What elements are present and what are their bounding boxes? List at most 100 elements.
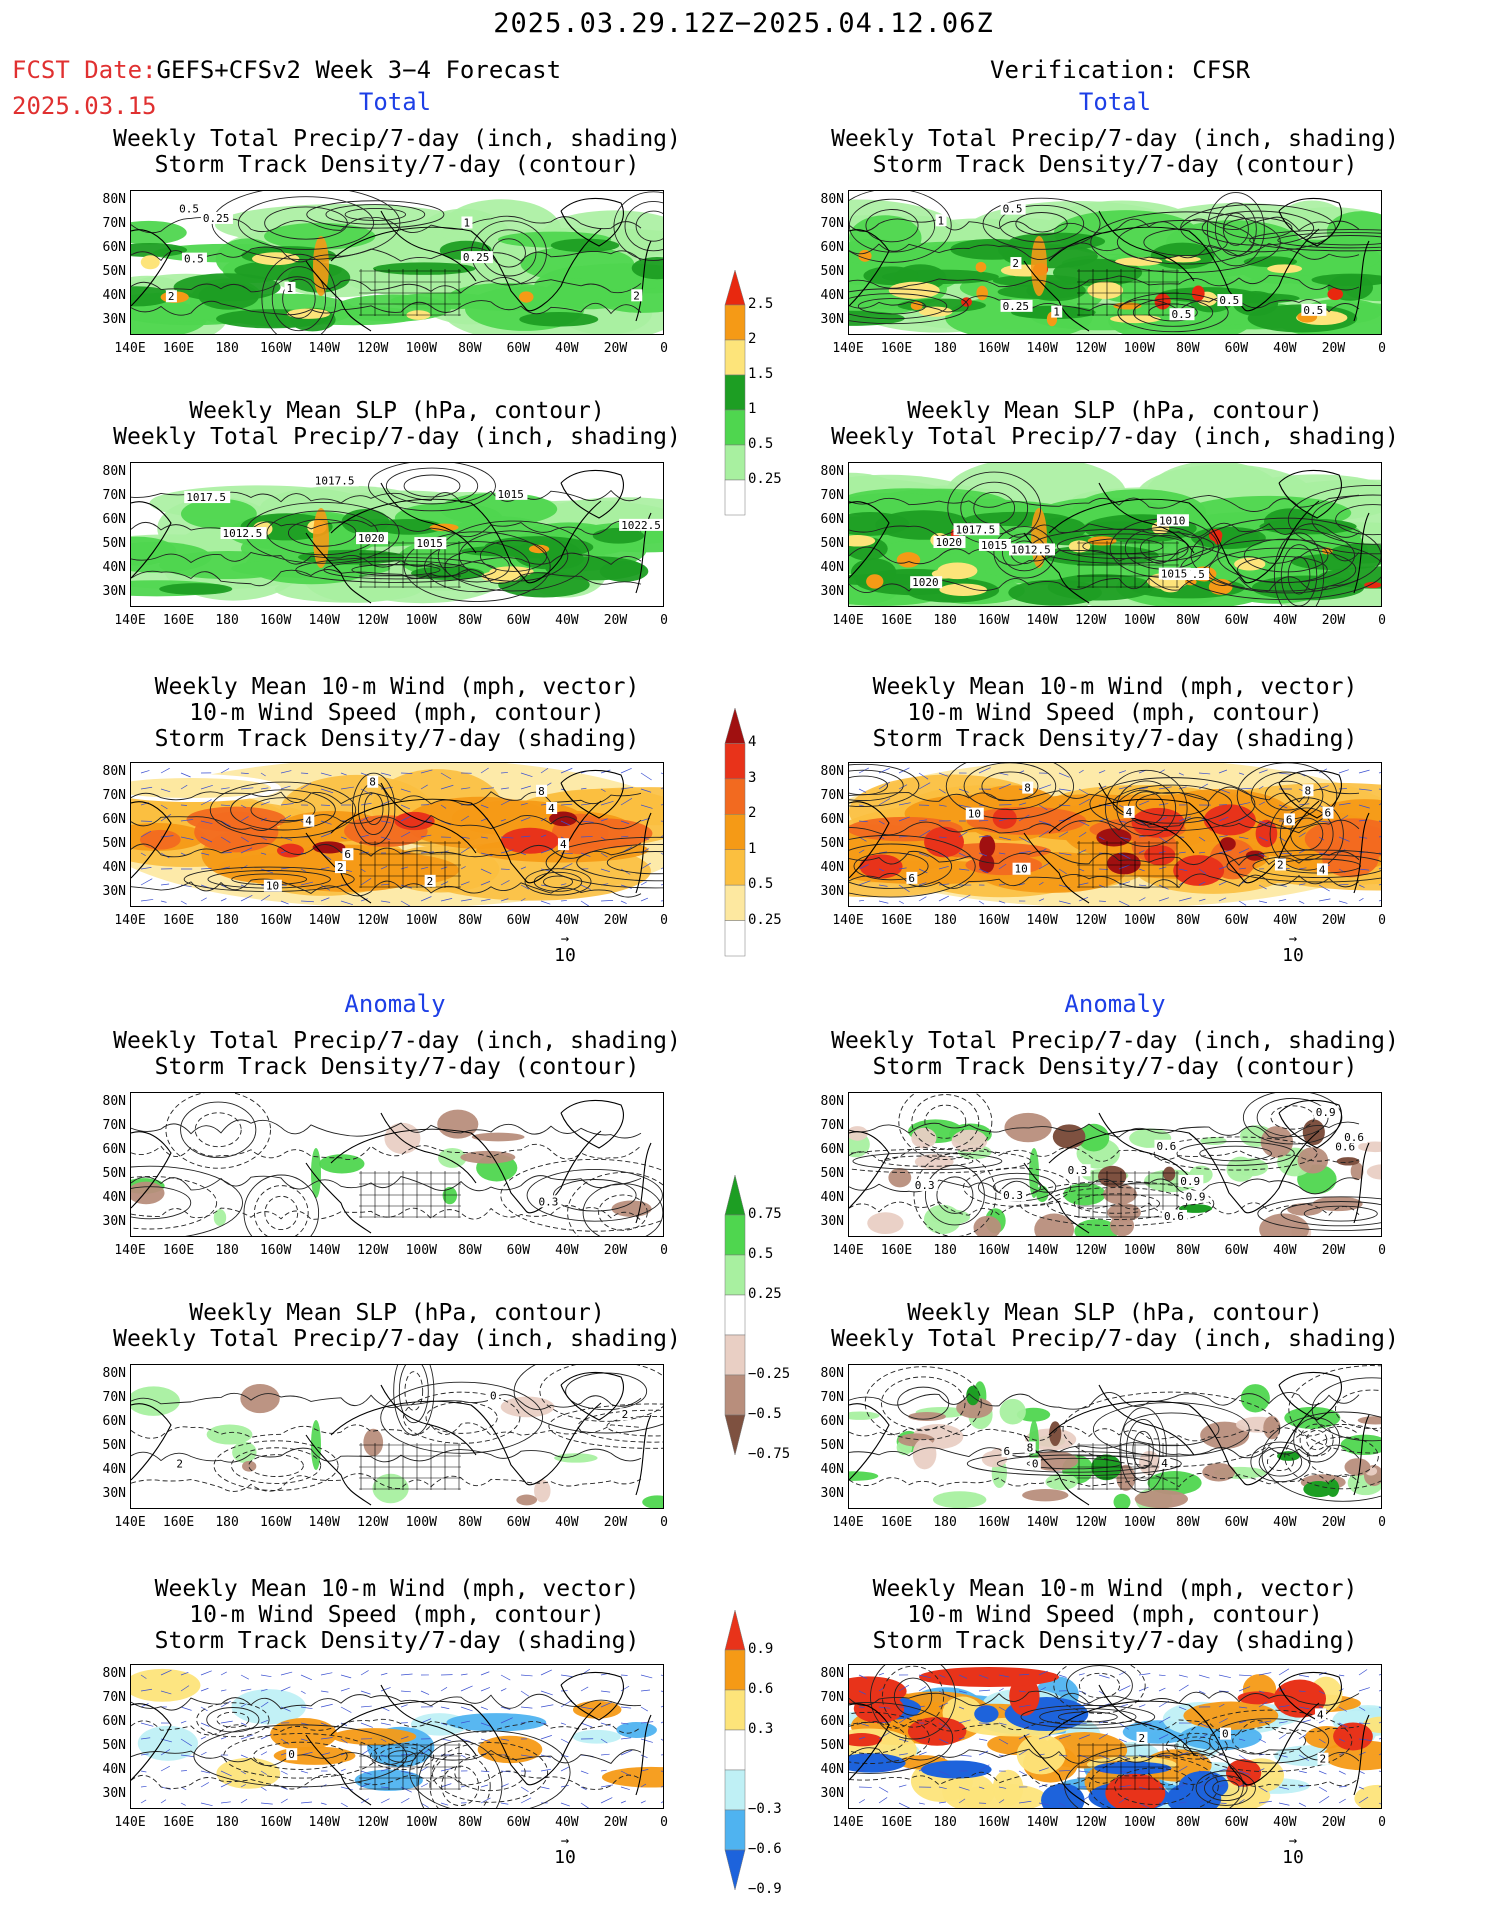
contour-label: 0.3 — [539, 1195, 559, 1208]
contour-label: 8 — [538, 785, 545, 798]
colorbar-label: 2 — [748, 331, 757, 347]
colorbar-swatch — [724, 814, 746, 850]
contour-label: 4 — [1319, 863, 1326, 876]
lon-tick-label: 60W — [506, 341, 531, 356]
contour-label: 0 — [1222, 1728, 1229, 1741]
lon-tick-label: 0 — [1378, 341, 1386, 356]
lon-tick-label: 180 — [215, 613, 239, 628]
lon-tick-label: 140W — [308, 1243, 340, 1258]
colorbar-swatch — [724, 1809, 746, 1851]
lat-tick-label: 50N — [820, 264, 844, 279]
lon-tick-label: 100W — [405, 1515, 437, 1530]
panel-title-r6-c1-line1: Weekly Mean 10-m Wind (mph, vector) — [154, 1576, 640, 1602]
map-canvas: 1017.5 1015 1022.5 1020 1015 1012.5 1017.5 — [131, 463, 663, 604]
lon-tick-label: 80W — [1176, 613, 1200, 628]
lon-tick-label: 80W — [458, 1815, 482, 1830]
date-range-title: 2025.03.29.12Z−2025.04.12.06Z — [493, 8, 994, 39]
colorbar-precip-total — [724, 270, 746, 516]
lon-tick-label: 160W — [259, 341, 292, 356]
lon-tick-label: 140E — [832, 1515, 864, 1530]
colorbar-label: 1 — [748, 840, 757, 857]
lon-tick-label: 100W — [1123, 1815, 1155, 1830]
contour-label: 0 — [490, 1390, 497, 1403]
map-panel-r1-c2: 1 0.5 0.25 0.5 0.5 1 2 0.5 — [848, 190, 1382, 335]
panel-title-r6-c2-line3: Storm Track Density/7-day (shading) — [872, 1628, 1358, 1654]
fcst-date-value: 2025.03.15 — [12, 92, 157, 120]
colorbar-swatch — [724, 270, 746, 306]
contour-label: 1010 — [1159, 514, 1186, 527]
colorbar-swatch — [724, 884, 746, 921]
lat-tick-label: 30N — [102, 1486, 126, 1501]
lon-tick-label: 160E — [880, 1815, 913, 1830]
lat-tick-label: 60N — [820, 812, 844, 827]
lon-tick-label: 160E — [880, 1243, 913, 1258]
lon-tick-label: 40W — [1273, 913, 1297, 928]
map-panel-r6-c2: 2 4 2 0 — [848, 1664, 1382, 1809]
lon-tick-label: 40W — [1273, 1515, 1297, 1530]
panel-title-r1-c1-line2: Storm Track Density/7-day (contour) — [154, 152, 640, 178]
panel-title-r2-c1-line1: Weekly Mean SLP (hPa, contour) — [189, 398, 605, 424]
contour-label: 10 — [1015, 863, 1028, 876]
lon-tick-label: 60W — [506, 1243, 531, 1258]
lat-tick-label: 30N — [102, 312, 126, 327]
lon-tick-label: 180 — [933, 1515, 957, 1530]
lon-tick-label: 80W — [458, 613, 482, 628]
lat-tick-label: 40N — [102, 1762, 126, 1777]
lon-tick-label: 140W — [308, 913, 340, 928]
lon-tick-label: 40W — [1273, 1243, 1297, 1258]
lon-tick-label: 40W — [555, 1815, 579, 1830]
lon-tick-label: 80W — [1176, 1815, 1200, 1830]
contour-label: 1017.5 — [956, 523, 996, 536]
lat-tick-label: 30N — [820, 312, 844, 327]
panel-title-r3-c2-line1: Weekly Mean 10-m Wind (mph, vector) — [872, 674, 1358, 700]
lon-tick-label: 120W — [357, 613, 389, 628]
colorbar-swatch — [724, 778, 746, 815]
vector-reference-value: 10 — [554, 1847, 576, 1868]
colorbar-swatch — [724, 1849, 746, 1891]
lon-tick-label: 140W — [308, 1515, 340, 1530]
lat-tick-label: 60N — [820, 1414, 844, 1429]
contour-label: 1015 — [497, 488, 524, 501]
fcst-date-label: FCST Date:GEFS+CFSv2 Week 3−4 Forecast — [12, 56, 562, 84]
lon-tick-label: 160W — [977, 1515, 1010, 1530]
contour-label: 2 — [176, 1458, 183, 1471]
lon-tick-label: 60W — [506, 613, 531, 628]
lat-tick-label: 30N — [820, 584, 844, 599]
lon-tick-label: 20W — [1321, 913, 1346, 928]
lat-tick-label: 40N — [102, 288, 126, 303]
lon-tick-label: 140E — [114, 613, 146, 628]
lat-tick-label: 50N — [820, 1438, 844, 1453]
contour-label: 0 — [288, 1748, 295, 1761]
contour-label: 8 — [1027, 1441, 1034, 1454]
colorbar-swatch — [724, 1294, 746, 1336]
map-panel-r3-c2: 2 6 4 4 6 8 6 10 8 10 — [848, 762, 1382, 907]
lat-tick-label: 40N — [102, 560, 126, 575]
lon-tick-label: 160W — [259, 1815, 292, 1830]
vector-reference-value: 10 — [1282, 1847, 1304, 1868]
lon-tick-label: 100W — [405, 1243, 437, 1258]
lon-tick-label: 140W — [1026, 1815, 1058, 1830]
lat-tick-label: 50N — [102, 264, 126, 279]
colorbar-swatch — [724, 708, 746, 744]
lon-tick-label: 40W — [555, 913, 579, 928]
colorbar-storm-anom — [724, 1610, 746, 1891]
panel-title-r2-c2-line2: Weekly Total Precip/7-day (inch, shading… — [831, 424, 1399, 450]
panel-title-r3-c1-line3: Storm Track Density/7-day (shading) — [154, 726, 640, 752]
colorbar-swatch — [724, 1689, 746, 1731]
lon-tick-label: 160W — [977, 613, 1010, 628]
lon-tick-label: 80W — [1176, 1243, 1200, 1258]
lon-tick-label: 100W — [1123, 1515, 1155, 1530]
lon-tick-label: 40W — [555, 341, 579, 356]
lat-tick-label: 30N — [820, 1486, 844, 1501]
contour-label: 2 — [427, 875, 434, 888]
lon-tick-label: 120W — [357, 1515, 389, 1530]
lon-tick-label: 160W — [259, 913, 292, 928]
panel-title-r2-c1-line2: Weekly Total Precip/7-day (inch, shading… — [113, 424, 681, 450]
lon-tick-label: 0 — [1378, 1243, 1386, 1258]
contour-label: 0.9 — [1186, 1191, 1206, 1204]
lon-tick-label: 140W — [1026, 341, 1058, 356]
lat-tick-label: 60N — [820, 1714, 844, 1729]
vector-reference-arrow: → 10 — [535, 1834, 595, 1868]
colorbar-swatch — [724, 409, 746, 446]
lat-tick-label: 40N — [820, 860, 844, 875]
